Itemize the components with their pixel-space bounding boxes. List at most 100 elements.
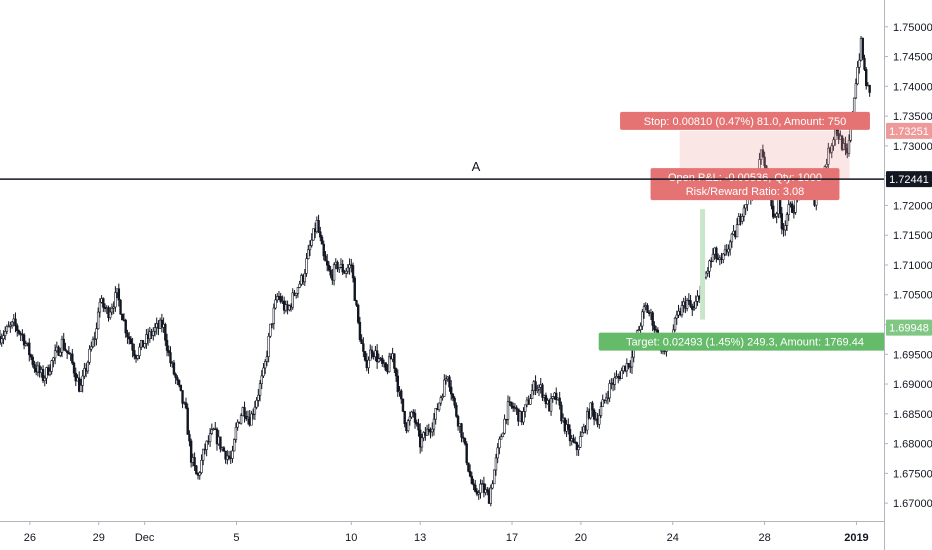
candle-118 xyxy=(202,448,205,466)
candle-206 xyxy=(353,275,356,301)
candle-69 xyxy=(117,283,121,307)
candle-376 xyxy=(646,303,649,313)
candle-502 xyxy=(863,54,866,71)
y-tick-label-2: 1.74000 xyxy=(893,81,932,93)
candle-177 xyxy=(303,269,307,286)
time-axis[interactable]: 26 29 Dec 5 10 13 17 20 24 28 2019 xyxy=(0,521,884,550)
candle-130 xyxy=(222,446,226,452)
candle-128 xyxy=(219,436,222,453)
candle-275 xyxy=(472,478,475,491)
x-tick-label-1: 29 xyxy=(93,532,105,544)
candle-203 xyxy=(348,258,351,275)
candle-281 xyxy=(482,476,486,498)
candle-202 xyxy=(346,264,350,275)
stop-label[interactable]: Stop: 0.00810 (0.47%) 81.0, Amount: 750 xyxy=(620,111,870,130)
candle-503 xyxy=(865,66,868,90)
candle-261 xyxy=(448,374,451,392)
candle-298 xyxy=(511,402,515,412)
candle-287 xyxy=(493,469,496,485)
candle-364 xyxy=(625,358,629,377)
y-tick-label-9: 1.70500 xyxy=(893,290,932,302)
candle-493 xyxy=(847,134,851,157)
candle-283 xyxy=(486,487,489,496)
candle-126 xyxy=(215,427,219,451)
candle-197 xyxy=(338,267,341,273)
candle-216 xyxy=(370,345,374,359)
candle-51 xyxy=(86,360,90,374)
candle-187 xyxy=(320,234,324,245)
candle-94 xyxy=(160,313,164,333)
open-pl-label-text-0: Open P&L: -0.00536, Qty: 1000 xyxy=(668,172,822,184)
candle-208 xyxy=(356,303,360,325)
candle-404 xyxy=(694,295,697,309)
candle-47 xyxy=(79,378,83,392)
candle-234 xyxy=(401,398,405,413)
candle-309 xyxy=(530,384,534,399)
horizontal-line-a[interactable]: A xyxy=(0,159,884,180)
candle-133 xyxy=(227,450,231,461)
candle-373 xyxy=(641,309,644,330)
candle-458 xyxy=(787,198,790,222)
candle-148 xyxy=(253,401,257,420)
candle-249 xyxy=(427,423,430,436)
candle-411 xyxy=(706,267,709,277)
candle-344 xyxy=(591,400,594,417)
open-pl-label[interactable]: Open P&L: -0.00536, Qty: 1000 Risk/Reward… xyxy=(650,168,840,201)
candle-424 xyxy=(728,239,732,256)
candle-313 xyxy=(537,384,541,397)
target-label[interactable]: Target: 0.02493 (1.45%) 249.3, Amount: 1… xyxy=(598,332,892,351)
y-tick-label-7: 1.71500 xyxy=(893,230,932,242)
candle-207 xyxy=(355,299,358,307)
candle-286 xyxy=(491,480,494,490)
x-tick-label-3: 5 xyxy=(233,532,239,544)
x-tick-label-7: 20 xyxy=(575,532,587,544)
candle-237 xyxy=(406,418,410,433)
price-axis[interactable]: 1.750001.745001.740001.735001.730001.725… xyxy=(884,0,932,550)
candle-410 xyxy=(704,271,708,280)
candle-240 xyxy=(412,409,415,418)
candle-337 xyxy=(579,431,582,449)
candle-52 xyxy=(88,345,91,365)
candle-491 xyxy=(844,136,847,156)
candle-219 xyxy=(375,344,379,369)
candle-116 xyxy=(198,471,201,480)
candle-44 xyxy=(74,367,77,386)
price-tag-text-0: 1.73251 xyxy=(889,126,929,138)
candle-117 xyxy=(200,454,203,475)
candle-172 xyxy=(294,292,298,299)
candle-111 xyxy=(189,438,193,468)
candle-12 xyxy=(19,331,22,342)
position-tool[interactable]: Stop: 0.00810 (0.47%) 81.0, Amount: 750 O… xyxy=(598,111,892,351)
candle-81 xyxy=(138,343,141,360)
candle-444 xyxy=(763,151,766,170)
y-tick-label-15: 1.67500 xyxy=(893,468,932,480)
y-tick-label-1: 1.74500 xyxy=(893,52,932,64)
candle-251 xyxy=(431,422,434,437)
candle-110 xyxy=(188,430,191,447)
candle-90 xyxy=(153,323,157,337)
candle-9 xyxy=(14,312,17,333)
candle-292 xyxy=(501,432,505,438)
candle-297 xyxy=(510,401,513,409)
candle-18 xyxy=(29,353,33,360)
candle-11 xyxy=(17,329,21,336)
candle-353 xyxy=(606,391,610,405)
candle-101 xyxy=(172,359,176,376)
candle-189 xyxy=(324,251,327,262)
candle-2 xyxy=(2,330,5,345)
candle-497 xyxy=(854,78,858,99)
x-tick-label-2: Dec xyxy=(135,532,155,544)
stop-label-text-0: Stop: 0.00810 (0.47%) 81.0, Amount: 750 xyxy=(644,116,846,128)
candle-196 xyxy=(336,260,339,273)
candle-48 xyxy=(81,369,84,393)
candle-399 xyxy=(685,297,689,312)
candle-149 xyxy=(255,397,258,410)
candle-428 xyxy=(735,218,739,238)
candle-451 xyxy=(775,211,778,224)
candle-194 xyxy=(332,262,336,286)
time-axis-bg xyxy=(0,521,884,550)
candle-138 xyxy=(236,419,239,431)
candle-304 xyxy=(522,407,525,425)
candle-403 xyxy=(692,301,696,312)
